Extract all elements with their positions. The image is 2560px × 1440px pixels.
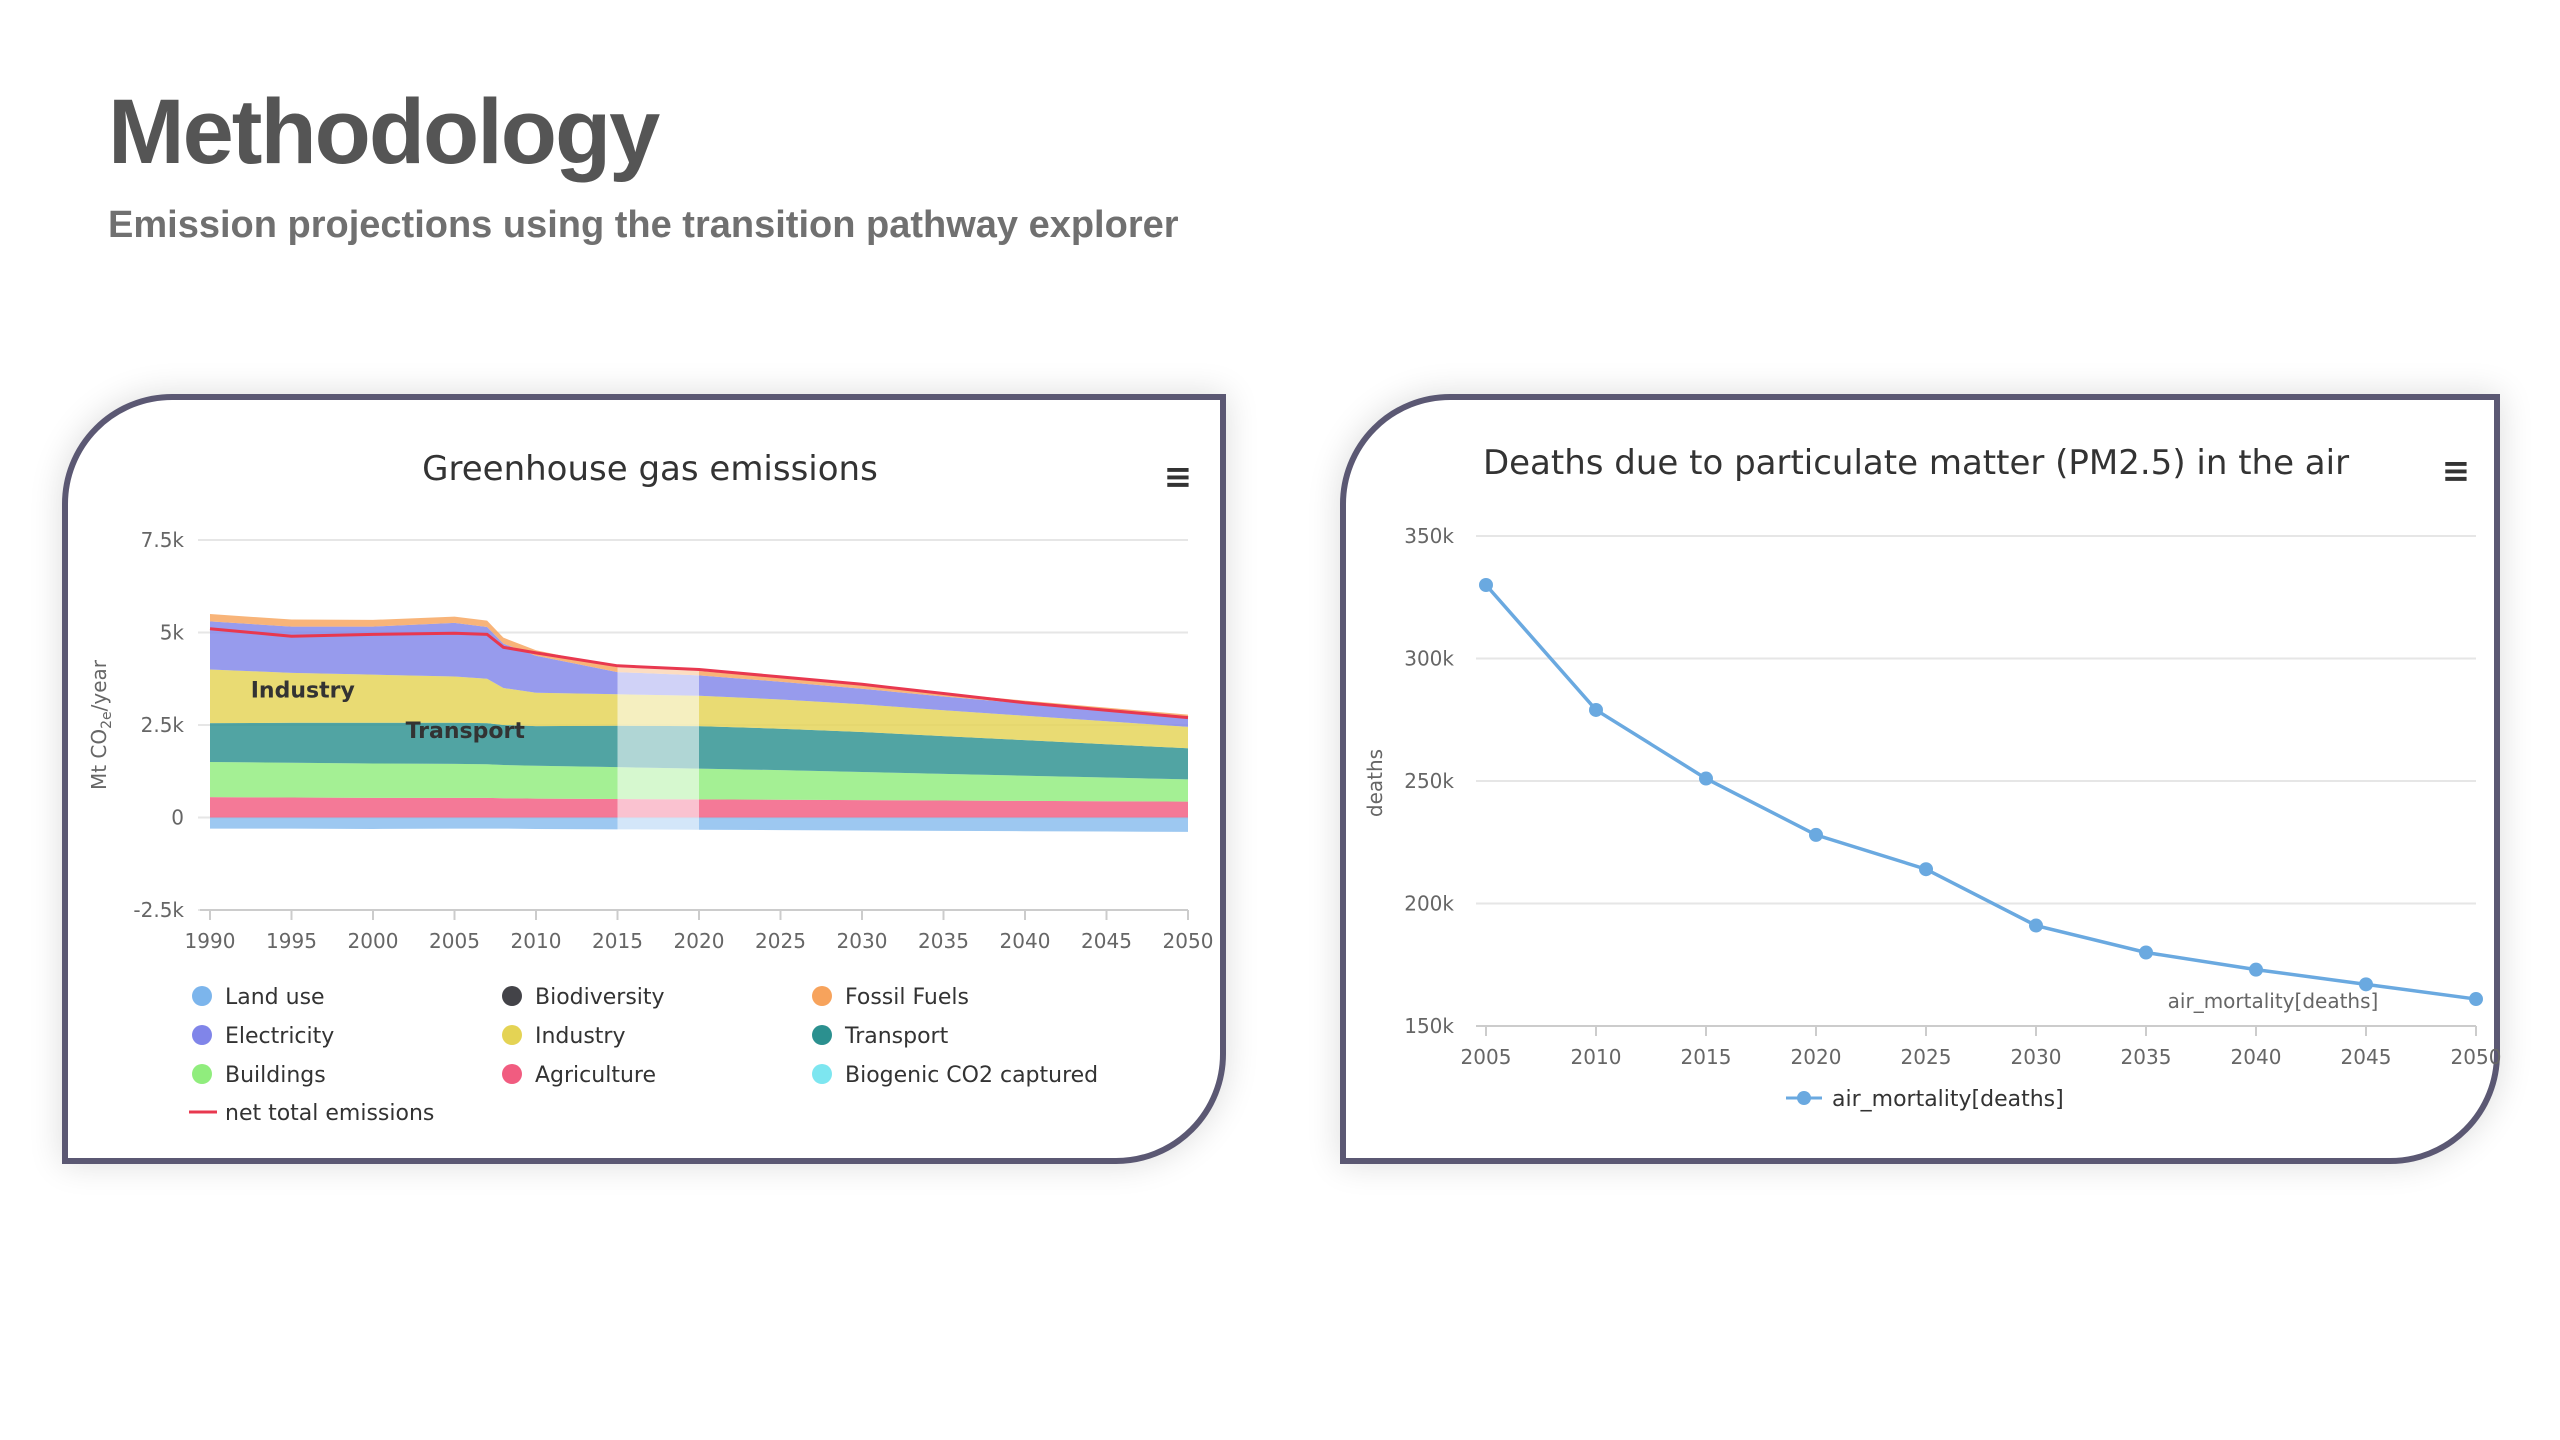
area-label-transport: Transport <box>406 719 526 744</box>
x-tick-label: 2000 <box>348 929 399 953</box>
x-tick-label: 2020 <box>674 929 725 953</box>
legend-marker <box>812 1064 832 1084</box>
x-tick-label: 2040 <box>2231 1045 2282 1069</box>
menu-icon: ≡ <box>1164 457 1193 497</box>
legend-item-buildings[interactable]: Buildings <box>192 1063 326 1088</box>
series-end-label: air_mortality[deaths] <box>2168 989 2379 1013</box>
pm25-deaths-chart: Deaths due to particulate matter (PM2.5)… <box>1363 443 2502 1112</box>
legend-item-transport[interactable]: Transport <box>812 1024 949 1049</box>
legend-marker <box>192 1025 212 1045</box>
legend-item-air-mortality[interactable]: air_mortality[deaths] <box>1786 1087 2064 1112</box>
data-point[interactable] <box>1699 771 1713 786</box>
x-tick-label: 1995 <box>266 929 317 953</box>
legend-marker <box>812 1025 832 1045</box>
x-tick-label: 2025 <box>1901 1045 1952 1069</box>
legend-label: Buildings <box>225 1063 326 1088</box>
legend-label: Agriculture <box>535 1063 656 1088</box>
legend-marker-dot <box>1797 1091 1811 1105</box>
x-tick-label: 2015 <box>1681 1045 1732 1069</box>
y-tick-label: 2.5k <box>141 713 185 737</box>
area-fossil-fuels <box>210 614 1188 717</box>
x-tick-label: 2050 <box>2451 1045 2502 1069</box>
data-point[interactable] <box>2359 977 2373 992</box>
legend-item-land-use[interactable]: Land use <box>192 985 325 1010</box>
x-tick-label: 2030 <box>837 929 888 953</box>
x-tick-label: 2015 <box>592 929 643 953</box>
legend-item-biogenic-co2-captured[interactable]: Biogenic CO2 captured <box>812 1063 1098 1088</box>
area-label-industry: Industry <box>251 678 355 703</box>
x-tick-label: 2025 <box>755 929 806 953</box>
legend-label: net total emissions <box>225 1101 434 1126</box>
x-tick-label: 2010 <box>511 929 562 953</box>
y-tick-label: 150k <box>1404 1014 1454 1038</box>
line-net-total-emissions <box>209 627 1189 720</box>
y-tick-label: 250k <box>1404 769 1454 793</box>
ghg-chart-card: Greenhouse gas emissions ≡ -2.5k 0 2.5k 5k 7.5… <box>62 394 1226 1164</box>
legend-marker <box>192 1064 212 1084</box>
y-axis-label: Mt CO2e/year <box>87 659 115 790</box>
series-line <box>1484 583 2477 1001</box>
x-tick-label: 2005 <box>1461 1045 1512 1069</box>
legend-item-net-total-emissions[interactable]: net total emissions <box>189 1101 434 1126</box>
legend-label: Biogenic CO2 captured <box>845 1063 1098 1088</box>
legend-label: air_mortality[deaths] <box>1832 1087 2064 1112</box>
slide-title: Methodology <box>108 81 660 183</box>
y-tick-label: 350k <box>1404 524 1454 548</box>
legend-item-biodiversity[interactable]: Biodiversity <box>502 985 665 1010</box>
chart-menu-button[interactable]: ≡ <box>2442 451 2471 491</box>
highlight-band <box>617 665 699 831</box>
x-tick-label: 2005 <box>429 929 480 953</box>
legend-marker <box>502 986 522 1006</box>
chart-title: Greenhouse gas emissions <box>422 449 878 489</box>
legend-marker <box>502 1064 522 1084</box>
data-point[interactable] <box>2469 992 2483 1007</box>
x-tick-label: 2045 <box>1081 929 1132 953</box>
y-axis-label: deaths <box>1363 749 1387 817</box>
data-point[interactable] <box>2249 962 2263 977</box>
x-tick-label: 2050 <box>1163 929 1214 953</box>
x-tick-label: 2045 <box>2341 1045 2392 1069</box>
data-point[interactable] <box>2139 945 2153 960</box>
y-tick-label: 300k <box>1404 647 1454 671</box>
area-electricity <box>210 621 1188 727</box>
data-point[interactable] <box>1809 827 1823 842</box>
legend-label: Fossil Fuels <box>845 985 969 1010</box>
x-tick-label: 2020 <box>1791 1045 1842 1069</box>
legend-marker <box>502 1025 522 1045</box>
legend-label: Electricity <box>225 1024 334 1049</box>
data-point[interactable] <box>1479 578 1493 592</box>
ghg-emissions-chart: Greenhouse gas emissions ≡ -2.5k 0 2.5k 5k 7.5… <box>87 449 1214 1126</box>
legend-item-agriculture[interactable]: Agriculture <box>502 1063 656 1088</box>
legend-label: Land use <box>225 985 325 1010</box>
x-tick-label: 2030 <box>2011 1045 2062 1069</box>
x-tick-label: 2040 <box>1000 929 1051 953</box>
y-tick-label: 5k <box>160 621 185 645</box>
chart-title: Deaths due to particulate matter (PM2.5)… <box>1483 443 2349 483</box>
legend-item-industry[interactable]: Industry <box>502 1024 626 1049</box>
y-tick-label: 7.5k <box>141 528 185 552</box>
data-point[interactable] <box>1919 862 1933 877</box>
x-tick-label: 1990 <box>185 929 236 953</box>
legend-label: Biodiversity <box>535 985 665 1010</box>
menu-icon: ≡ <box>2442 451 2471 491</box>
x-tick-label: 2035 <box>2121 1045 2172 1069</box>
legend-label: Transport <box>844 1024 949 1049</box>
data-point[interactable] <box>2029 918 2043 933</box>
legend-marker <box>812 986 832 1006</box>
legend-item-electricity[interactable]: Electricity <box>192 1024 334 1049</box>
x-tick-label: 2010 <box>1571 1045 1622 1069</box>
legend-marker <box>192 986 212 1006</box>
x-tick-label: 2035 <box>918 929 969 953</box>
legend-item-fossil-fuels[interactable]: Fossil Fuels <box>812 985 969 1010</box>
legend-label: Industry <box>535 1024 626 1049</box>
y-tick-label: 200k <box>1404 892 1454 916</box>
y-tick-label: -2.5k <box>133 898 184 922</box>
y-tick-label: 0 <box>171 806 184 830</box>
pm25-chart-card: Deaths due to particulate matter (PM2.5)… <box>1340 394 2501 1164</box>
chart-menu-button[interactable]: ≡ <box>1164 457 1193 497</box>
data-point[interactable] <box>1589 702 1603 717</box>
slide-subtitle: Emission projections using the transitio… <box>108 204 1179 246</box>
